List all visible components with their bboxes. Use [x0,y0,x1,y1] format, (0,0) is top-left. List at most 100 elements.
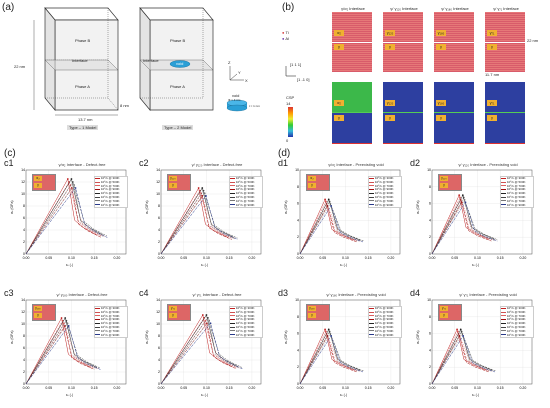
void-thick-label: t ≈ 1 nm [249,104,260,108]
peak-marker [73,184,76,186]
xtick: 0.00 [429,386,436,390]
ytick: 4 [158,358,160,362]
xtick: 0.05 [45,256,52,260]
plot-inset: α₂ γ [306,174,330,191]
peak-marker [462,335,465,337]
b-tag-gamma: γ [487,44,497,50]
plot-frame [431,299,533,385]
plot-xlabel: εᵢᵢ (-) [201,393,209,397]
ytick: 10 [295,168,299,172]
ytick: 10 [427,298,431,302]
legend-entry: 10⁸/s @ 700K [369,314,401,319]
xtick: 0.05 [45,386,52,390]
plot-title: γ/ γ₇₁ Interface - Preexisting void [459,292,517,297]
plot-title: γ/α₂ Interface - Defect-free [58,162,106,167]
inset-gamma: γ [34,183,42,188]
plot-ylabel: σᵢᵢ (GPa) [284,330,288,344]
void-diam-label: Φ ≈ 4 nm [228,98,241,102]
legend-entry: 10⁸/s @ 700K [230,314,262,319]
ytick: 4 [429,218,431,222]
csp-title: CSP [286,95,295,100]
xtick: 0.00 [297,256,304,260]
plot-xlabel: εᵢᵢ (-) [66,263,74,267]
plot-frame [299,169,401,255]
peak-marker [325,330,327,333]
box1-bottom-label: Phase A [75,84,90,89]
ytick: 8 [158,204,160,208]
legend-entry: 10⁹/s @ 300K [501,321,533,326]
ytick: 8 [158,334,160,338]
panel-label-d: (d) [278,148,291,159]
inset-gamma: γ [308,183,316,188]
plot-legend: 10⁸/s @ 300K 10⁸/s @ 500K 10⁸/s @ 700K 1… [229,306,263,339]
stress-strain-curve [431,201,498,255]
b-tag-top: α₂ [334,30,344,36]
plot-d2: d2 γ/ γ₁₂₀ Interface - Preexisting void … [410,158,536,268]
ytick: 14 [21,168,25,172]
peak-marker [457,330,459,333]
plot-title: γ/ γ₁₂₀ Interface - Preexisting void [458,162,518,167]
plot-xlabel: εᵢᵢ (-) [340,263,348,267]
peak-marker [328,330,331,333]
plot-ylabel: σᵢᵢ (GPa) [10,200,14,214]
void-cylinder-detail [226,99,248,112]
legend-entry: 10⁸/s @ 300K [369,306,401,311]
inset-gamma: γ [440,183,448,188]
peak-marker [67,325,70,327]
ytick: 12 [156,180,160,184]
b-tag-top: γ₁₈₀ [436,30,446,36]
stress-strain-curve [431,333,493,385]
xtick: 0.10 [203,256,210,260]
legend-entry: 10⁹/s @ 700K [95,199,127,204]
b-csp-tag-top: γ₁₂₀ [385,100,395,106]
stress-strain-curve [431,331,496,385]
stress-strain-curve [160,319,239,385]
model-box-type2 [139,7,214,111]
plot-inset: γ₁₂₀ γ [438,174,462,191]
stress-strain-curve [299,333,361,385]
axis-y-label: Y [238,70,241,75]
b-interface-line [485,42,525,43]
panel-label-a: (a) [2,2,15,13]
legend-entry: 10⁹/s @ 900K [501,203,533,208]
ytick: 0 [23,382,25,386]
box2-mid-label: Interface [143,58,159,63]
stress-strain-curve [25,325,101,385]
legend-entry: 10⁸/s @ 900K [95,187,127,192]
peak-marker [202,189,205,192]
stress-strain-curve [299,333,360,385]
legend-entry: 10⁸/s @ 700K [369,184,401,189]
plot-id-label: c3 [4,288,14,298]
plot-id-label: d1 [278,158,289,168]
legend-entry: 10⁸/s @ 900K [230,187,262,192]
legend-entry: 10⁹/s @ 300K [230,191,262,196]
stress-strain-curve [160,187,229,255]
plot-ylabel: σᵢᵢ (GPa) [145,200,149,214]
b-csp-tag-gamma: γ [487,115,497,121]
legend-entry: 10⁸/s @ 500K [95,180,127,185]
peak-marker [205,314,208,316]
legend-entry: 10⁸/s @ 500K [501,180,533,185]
b-tag-top: γ₇₁ [487,30,497,36]
plot-legend: 10⁸/s @ 300K 10⁸/s @ 500K 10⁸/s @ 700K 1… [368,176,402,209]
legend-entry: 10⁸/s @ 900K [95,317,127,322]
csp-max: 14 [286,101,291,106]
xtick: 0.05 [451,386,458,390]
box2-top-label: Phase B [170,38,186,43]
legend-entry: 10⁸/s @ 300K [501,176,533,181]
inset-tag: γ₁₈₀ [308,306,316,311]
stress-strain-curve [160,314,233,385]
stress-strain-curve [299,205,364,255]
legend-entry: 10⁸/s @ 700K [95,314,127,319]
ytick: 0 [23,252,25,256]
stress-strain-curve [431,335,490,385]
b-csp-tag-gamma: γ [436,115,446,121]
peak-marker [327,198,330,201]
ytick: 4 [429,348,431,352]
plot-c4: c4 γ/ γ₇₁ Interface - Defect-free 0 2 4 6 8 1… [139,288,265,398]
plot-xlabel: εᵢᵢ (-) [340,393,348,397]
legend-entry: 10⁹/s @ 900K [501,333,533,338]
legend-entry: 10⁸/s @ 300K [501,306,533,311]
legend-entry: 10⁸/s @ 500K [369,180,401,185]
plot-ylabel: σᵢᵢ (GPa) [145,330,149,344]
